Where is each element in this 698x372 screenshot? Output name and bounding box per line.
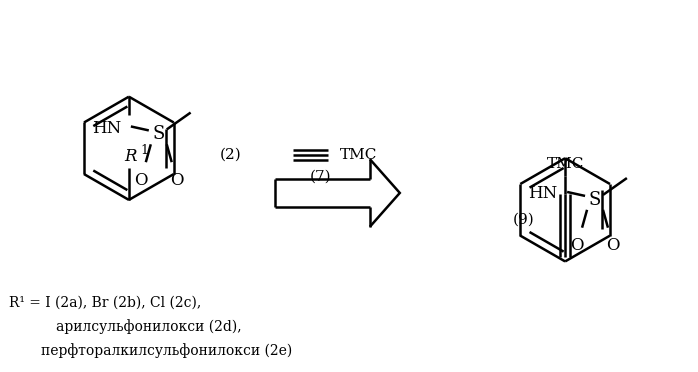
Text: (9): (9) bbox=[512, 213, 534, 227]
Text: HN: HN bbox=[528, 185, 557, 202]
Text: HN: HN bbox=[91, 120, 121, 137]
Text: 1: 1 bbox=[141, 144, 149, 157]
Text: перфторалкилсульфонилокси (2e): перфторалкилсульфонилокси (2e) bbox=[41, 343, 292, 358]
Text: O: O bbox=[134, 171, 147, 189]
Text: (2): (2) bbox=[220, 147, 242, 161]
Text: R¹ = I (2a), Br (2b), Cl (2c),: R¹ = I (2a), Br (2b), Cl (2c), bbox=[9, 295, 202, 309]
Text: O: O bbox=[570, 237, 584, 254]
Text: O: O bbox=[170, 171, 184, 189]
Text: (7): (7) bbox=[309, 170, 331, 184]
Text: R: R bbox=[125, 148, 137, 165]
Text: S: S bbox=[589, 191, 601, 209]
Text: TMC: TMC bbox=[547, 157, 584, 171]
Text: TMC: TMC bbox=[340, 148, 378, 162]
Text: арилсульфонилокси (2d),: арилсульфонилокси (2d), bbox=[56, 319, 242, 334]
Text: S: S bbox=[153, 125, 165, 143]
Text: O: O bbox=[606, 237, 620, 254]
